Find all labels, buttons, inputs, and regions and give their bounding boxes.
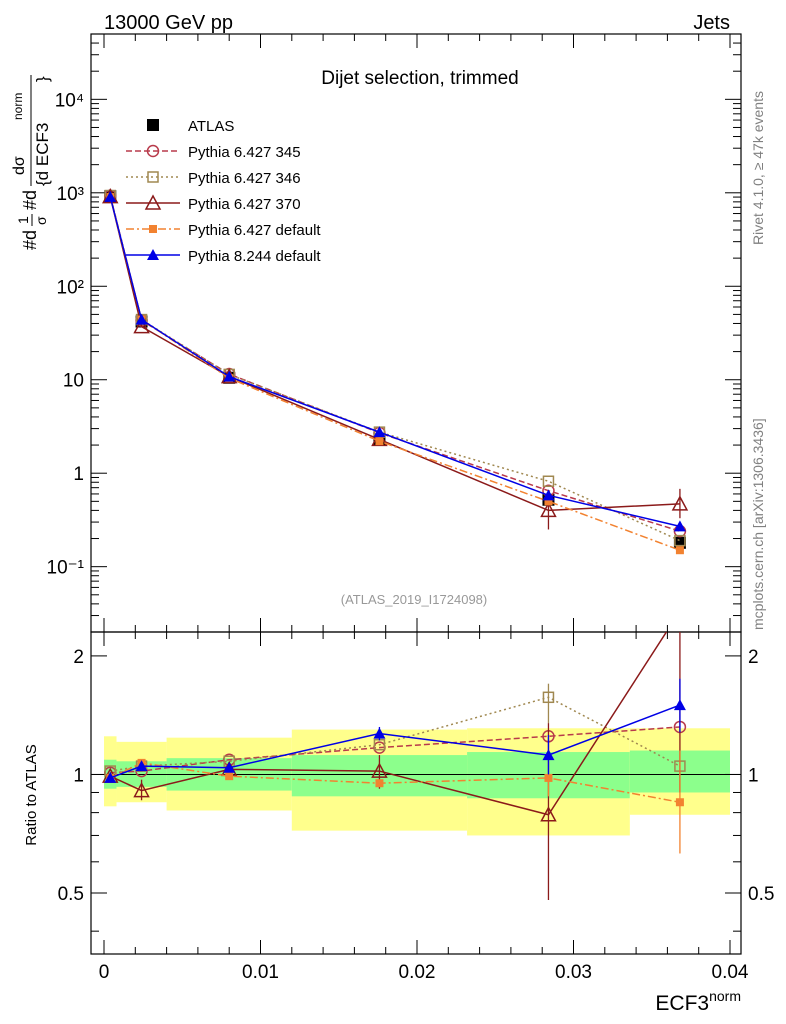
main-point-3-1 <box>133 318 150 334</box>
y-tick-label-0.1: 10⁻¹ <box>47 558 85 579</box>
legend-label-1: Pythia 6.427 345 <box>188 144 301 161</box>
main-point-5-5 <box>673 520 686 532</box>
ratio-point-4-3 <box>375 779 384 788</box>
legend-marker-3 <box>144 194 162 210</box>
legend-marker-1 <box>146 144 160 158</box>
main-point-3-4 <box>540 501 557 518</box>
main-point-4-5 <box>675 546 684 555</box>
legend-marker-4 <box>149 225 157 233</box>
main-point-4-3 <box>375 437 384 446</box>
y-tick-label-10000: 10⁴ <box>55 90 84 111</box>
ratio-point-3-4 <box>540 806 557 822</box>
x-axis-title: ECF3norm <box>655 988 741 1015</box>
main-point-5-3 <box>373 426 386 438</box>
legend-marker-5 <box>147 249 159 260</box>
mcplots-label: mcplots.cern.ch [arXiv:1306.3436] <box>750 418 766 630</box>
main-line-4 <box>109 196 681 551</box>
analysis-label: (ATLAS_2019_I1724098) <box>341 592 487 607</box>
main-point-5-2 <box>223 370 236 382</box>
ratio-point-5-1 <box>135 760 148 772</box>
ratio-point-2-4 <box>542 691 555 704</box>
legend-label-2: Pythia 6.427 346 <box>188 170 301 187</box>
legend: ATLAS Pythia 6.427 345 Pythia 6.427 346 Pyt… <box>126 118 321 265</box>
main-point-2-4 <box>542 475 555 488</box>
y-tick-label-10: 10 <box>63 371 84 392</box>
ratio-line-4 <box>109 762 681 803</box>
ratio-series-group <box>102 604 687 900</box>
x-tick-label-0: 0 <box>99 962 110 983</box>
ratio-point-5-2 <box>223 761 236 773</box>
ratio-tick-label-right-0.5: 0.5 <box>748 884 774 905</box>
legend-label-5: Pythia 8.244 default <box>188 248 321 265</box>
header-collision-label: 13000 GeV pp <box>104 12 233 34</box>
ratio-point-3-1 <box>133 781 150 798</box>
y-tick-label-1: 1 <box>73 464 84 485</box>
rivet-label: Rivet 4.1.0, ≥ 47k events <box>750 91 766 245</box>
chart-title: Dijet selection, trimmed <box>321 68 518 89</box>
main-y-axis-title-norm: norm <box>11 93 25 120</box>
ratio-line-3 <box>109 632 668 816</box>
main-point-5-1 <box>135 313 148 325</box>
main-point-4-4 <box>544 497 553 506</box>
ratio-line-1 <box>110 726 680 774</box>
legend-marker-0 <box>147 119 159 131</box>
legend-label-0: ATLAS <box>188 118 234 135</box>
ratio-tick-label-2: 2 <box>73 647 84 668</box>
legend-label-4: Pythia 6.427 default <box>188 222 321 239</box>
ratio-plot-frame <box>90 631 742 955</box>
main-y-axis-title-dsigma: dσ <box>11 156 28 175</box>
x-tick-label-2: 0.02 <box>399 962 436 983</box>
main-point-3-5 <box>671 495 689 511</box>
ratio-tick-label-right-2: 2 <box>748 647 759 668</box>
main-point-2-5 <box>674 534 686 547</box>
header-jets-label: Jets <box>693 12 730 34</box>
main-y-axis-title-prefix: #d <box>20 230 40 250</box>
ratio-point-5-4 <box>542 749 555 761</box>
axis-ticks <box>91 33 741 954</box>
ratio-tick-label-0.5: 0.5 <box>58 884 84 905</box>
main-y-axis-title-denominator: {d ECF3 <box>33 123 52 186</box>
main-y-axis-title-sigma: σ <box>33 216 49 225</box>
ratio-point-4-2 <box>225 772 234 781</box>
x-tick-label-4: 0.04 <box>712 962 749 983</box>
main-y-axis-title: #d 1 σ #d dσ {d ECF3 norm } <box>11 75 52 250</box>
ratio-point-4-5 <box>675 798 684 807</box>
main-line-1 <box>109 195 681 532</box>
ratio-point-5-0 <box>104 771 117 783</box>
ratio-point-5-5 <box>673 699 686 711</box>
ratio-point-4-4 <box>544 773 553 782</box>
main-series-group <box>102 188 689 555</box>
x-tick-label-3: 0.03 <box>555 962 592 983</box>
ratio-point-5-3 <box>373 727 386 739</box>
x-tick-label-1: 0.01 <box>242 962 279 983</box>
legend-label-3: Pythia 6.427 370 <box>188 196 301 213</box>
ratio-point-3-5 <box>673 604 687 617</box>
main-y-axis-title-d: #d <box>20 190 40 210</box>
main-y-axis-title-brace: } <box>33 76 52 82</box>
main-point-5-4 <box>542 489 555 501</box>
legend-marker-2 <box>147 171 159 183</box>
y-tick-label-1000: 10³ <box>57 184 84 205</box>
ratio-line-5 <box>109 704 681 779</box>
y-tick-label-100: 10² <box>57 277 84 298</box>
main-y-axis-title-one: 1 <box>15 216 31 224</box>
ratio-point-3-3 <box>371 762 388 778</box>
ratio-axis-title: Ratio to ATLAS <box>23 744 40 845</box>
ratio-tick-label-right-1: 1 <box>748 765 759 786</box>
main-line-5 <box>109 196 681 528</box>
main-point-5-0 <box>104 190 117 202</box>
ratio-tick-label-1: 1 <box>73 765 84 786</box>
